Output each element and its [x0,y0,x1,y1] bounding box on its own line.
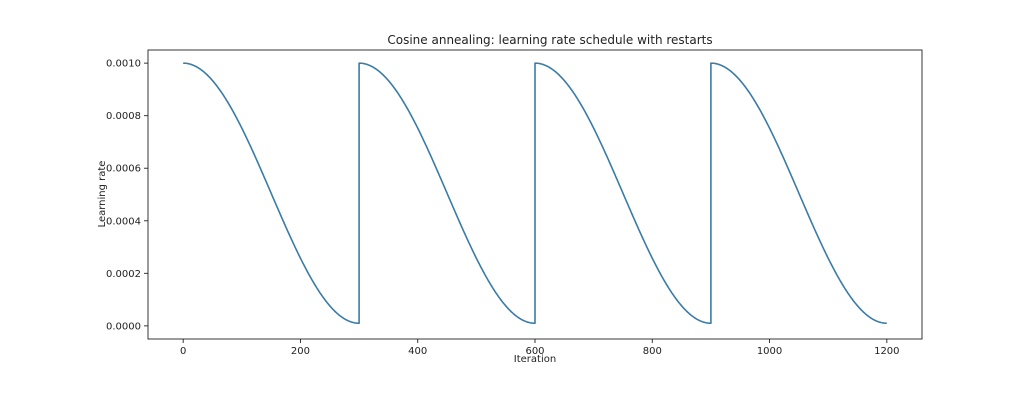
chart-title: Cosine annealing: learning rate schedule… [387,33,712,47]
y-tick-label: 0.0000 [106,321,141,332]
x-tick-label: 1200 [874,346,899,357]
plot-area: 0 200 400 600 800 1000 1200 0.0000 0.0002 0.0004 0… [106,49,923,357]
x-axis-label: Iteration [514,354,556,365]
y-tick-label: 0.0010 [106,59,141,70]
x-tick-label: 0 [180,346,186,357]
x-tick-label: 600 [525,346,544,357]
y-axis-label: Learning rate [97,161,108,228]
y-tick-label: 0.0002 [106,269,141,280]
x-tick-label: 200 [291,346,310,357]
series-line-learning-rate [183,62,887,325]
x-tick-label: 1000 [757,346,782,357]
y-tick-label: 0.0006 [106,164,141,175]
x-tick-label: 800 [643,346,662,357]
y-tick-label: 0.0004 [106,216,141,227]
x-tick-label: 400 [408,346,427,357]
y-tick-label: 0.0008 [106,111,141,122]
